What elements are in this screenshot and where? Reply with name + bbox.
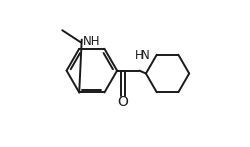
Text: N: N [140,49,149,62]
Text: H: H [135,49,144,62]
Text: O: O [118,95,128,109]
Text: NH: NH [83,35,101,48]
